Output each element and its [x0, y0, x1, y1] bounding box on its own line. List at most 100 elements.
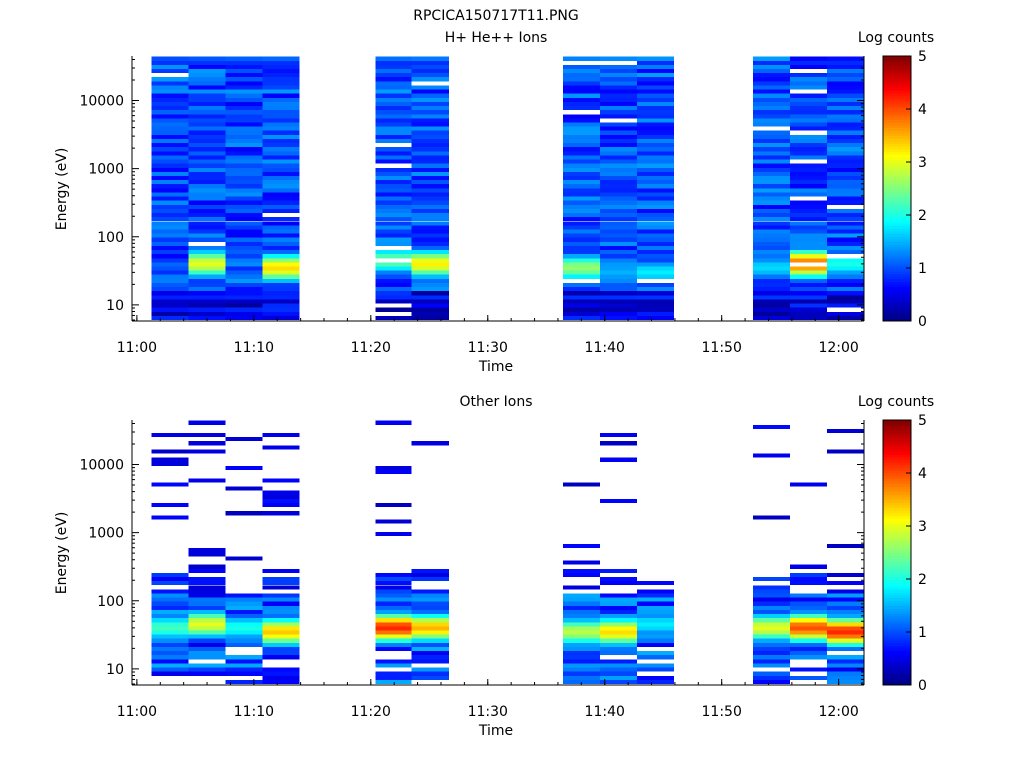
spectrogram-cell [826, 287, 864, 292]
spectrogram-cell [752, 175, 790, 181]
spectrogram-cell [411, 106, 449, 111]
spectrogram-cell [262, 618, 300, 623]
spectrogram-cell [562, 544, 600, 549]
spectrogram-cell [752, 287, 790, 292]
spectrogram-cell [411, 163, 449, 168]
spectrogram-cell [599, 433, 637, 438]
spectrogram-cell [375, 646, 412, 652]
spectrogram-cell [826, 593, 864, 598]
colorbar-frame [882, 55, 912, 322]
spectrogram-cell [636, 60, 674, 65]
spectrogram-cell [789, 675, 827, 680]
colorbar-swatch [883, 632, 911, 636]
spectrogram-cell [262, 204, 300, 209]
spectrogram-cell [826, 237, 864, 242]
spectrogram-cell [225, 143, 263, 148]
spectrogram-cell [188, 441, 226, 446]
spectrogram-cell [375, 101, 412, 107]
spectrogram-cell [636, 81, 674, 86]
spectrogram-cell [562, 81, 600, 86]
spectrogram-cell [636, 245, 674, 251]
spectrogram-cell [375, 114, 412, 119]
spectrogram-cell [411, 196, 449, 201]
spectrogram-cell [789, 626, 827, 631]
spectrogram-cell [826, 180, 864, 185]
spectrogram-cell [375, 614, 412, 619]
spectrogram-cell [411, 180, 449, 185]
spectrogram-cell [752, 143, 790, 148]
spectrogram-cell [225, 282, 263, 288]
spectrogram-cell [752, 663, 790, 668]
spectrogram-cell [262, 60, 300, 65]
spectrogram-cell [599, 184, 637, 189]
colorbar-swatch [883, 512, 911, 516]
spectrogram-cell [225, 221, 263, 226]
spectrogram-cell [636, 122, 674, 127]
spectrogram-cell [262, 568, 300, 573]
spectrogram-cell [262, 188, 300, 193]
spectrogram-cell [636, 270, 674, 275]
spectrogram-cell [375, 254, 412, 259]
spectrogram-cell [826, 208, 864, 214]
spectrogram-cell [562, 221, 600, 226]
spectrogram-cell [411, 258, 449, 263]
spectrogram-cell [151, 93, 189, 98]
spectrogram-cell [636, 204, 674, 209]
spectrogram-cell [599, 258, 637, 263]
spectrogram-cell [225, 134, 263, 139]
spectrogram-cell [826, 638, 864, 643]
x-tick-label: 11:10 [234, 340, 274, 356]
colorbar-swatch [883, 222, 911, 227]
spectrogram-cell [262, 200, 300, 205]
spectrogram-cell [188, 171, 226, 176]
spectrogram-cell [151, 461, 189, 466]
spectrogram-cell [375, 233, 412, 238]
spectrogram-cell [188, 180, 226, 185]
spectrogram-cell [188, 97, 226, 102]
spectrogram-cell [225, 93, 263, 98]
colorbar-swatch [883, 533, 911, 538]
x-axis-label: Time [478, 723, 513, 739]
spectrogram-cell [826, 626, 864, 631]
spectrogram-cell [262, 233, 300, 238]
spectrogram-cell [826, 192, 864, 197]
spectrogram-cell [599, 630, 637, 635]
x-tick-label: 11:10 [234, 704, 274, 720]
spectrogram-cell [562, 237, 600, 242]
spectrogram-cell [562, 663, 600, 668]
colorbar-swatch [883, 443, 911, 448]
colorbar-swatch [883, 302, 911, 306]
spectrogram-cell [151, 89, 189, 94]
spectrogram-cell [151, 196, 189, 201]
spectrogram-cell [262, 69, 300, 74]
colorbar-tick-label: 1 [918, 625, 927, 641]
spectrogram-cell [562, 175, 600, 181]
spectrogram-cell [411, 138, 449, 144]
spectrogram-cell [411, 143, 449, 148]
spectrogram-cell [225, 175, 263, 181]
spectrogram-cell [562, 225, 600, 230]
spectrogram-cell [188, 64, 226, 69]
spectrogram-cell [411, 646, 449, 652]
spectrogram-cell [636, 171, 674, 176]
spectrogram-cell [262, 311, 300, 316]
spectrogram-cell [188, 630, 226, 635]
spectrogram-cell [826, 175, 864, 181]
spectrogram-cell [636, 589, 674, 594]
spectrogram-cell [225, 634, 263, 639]
spectrogram-cell [411, 159, 449, 164]
spectrogram-cell [752, 424, 790, 429]
colorbar-swatch [883, 600, 911, 604]
spectrogram-cell [375, 502, 412, 508]
colorbar-swatch [883, 278, 911, 282]
spectrogram-cell [375, 589, 412, 594]
spectrogram-cell [375, 221, 412, 226]
spectrogram-cell [225, 85, 263, 90]
spectrogram-cell [262, 270, 300, 275]
spectrogram-cell [151, 287, 189, 292]
spectrogram-cell [599, 138, 637, 144]
spectrogram-cell [599, 638, 637, 643]
spectrogram-cell [826, 299, 864, 304]
colorbar-swatch [883, 494, 911, 498]
colorbar-swatch [883, 69, 911, 73]
